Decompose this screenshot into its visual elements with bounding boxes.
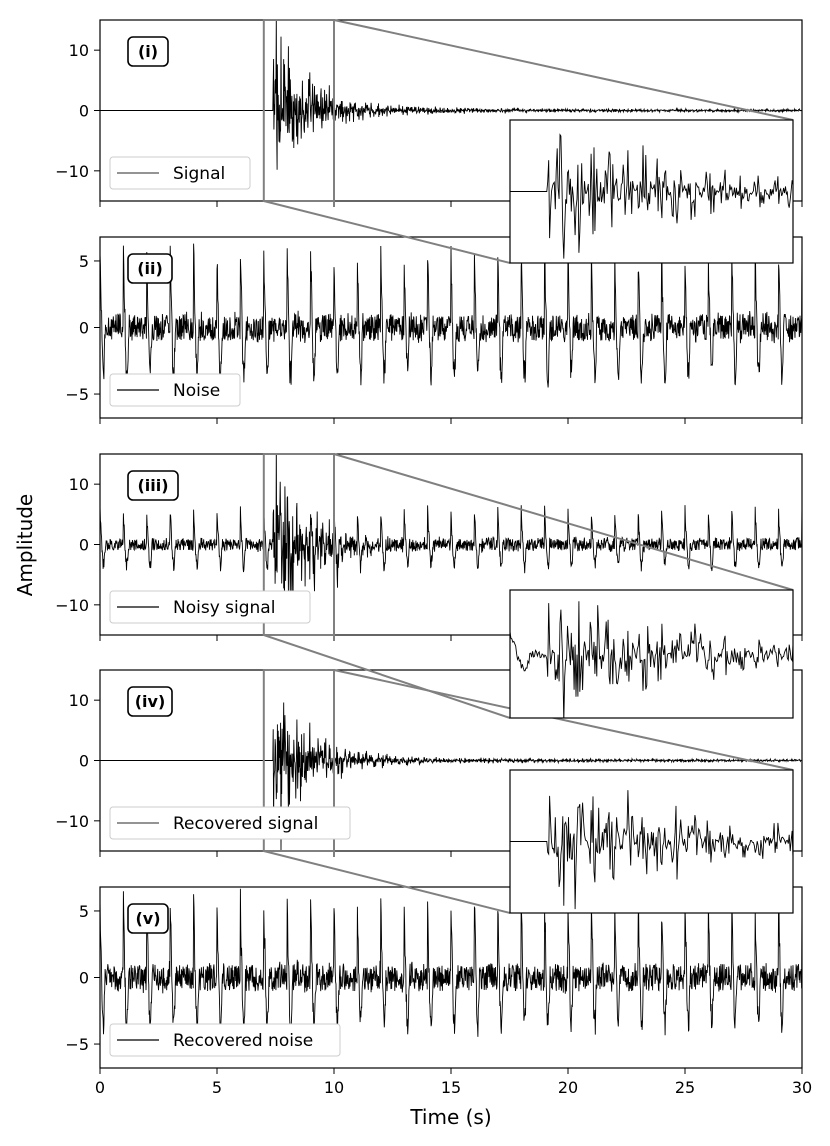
x-tick-label: 0	[95, 1078, 105, 1097]
overlays: (i) Signal (ii) Noise (iii) Noisy signal (iv) R…	[109, 36, 351, 1057]
legend-box	[109, 1023, 341, 1057]
inset-series-line	[510, 133, 793, 259]
y-tick-label: 0	[79, 536, 89, 555]
panel-badge-label: (iii)	[137, 476, 168, 495]
x-tick-label: 20	[558, 1078, 578, 1097]
panel-3-annotations: (iii) Noisy signal	[109, 470, 311, 624]
inset-frame	[509, 589, 794, 719]
zoom-window	[262, 669, 335, 852]
legend-box	[109, 806, 351, 840]
inset-frame	[509, 769, 794, 914]
axis-labels: Time (s) Amplitude	[13, 494, 492, 1129]
inset-background	[510, 120, 793, 263]
y-tick-label: −10	[55, 162, 89, 181]
x-tick-label: 5	[212, 1078, 222, 1097]
y-tick-label: −5	[65, 385, 89, 404]
y-tick-label: −10	[55, 812, 89, 831]
panel-badge	[127, 470, 179, 501]
panel-2-annotations: (ii) Noise	[109, 253, 241, 407]
y-tick-label: 0	[79, 319, 89, 338]
inset-frame	[509, 119, 794, 264]
inset-background	[510, 770, 793, 913]
series-line	[100, 240, 802, 388]
panel-badge	[127, 253, 173, 284]
zoom-connector-top	[333, 19, 794, 121]
panel-badge-label: (iv)	[135, 692, 166, 711]
legend-label: Recovered signal	[173, 814, 318, 834]
panel-1-annotations: (i) Signal	[109, 36, 251, 190]
panel-2: 5 0 −5	[65, 236, 803, 424]
legend-label: Noise	[173, 381, 220, 401]
zoom-connector-bottom	[263, 200, 511, 264]
inset-series-line	[510, 601, 793, 718]
panel-badge-label: (ii)	[137, 259, 163, 278]
panel-4: 10 0 −10	[55, 669, 803, 857]
panel-badge-label: (i)	[138, 42, 158, 61]
y-tick-label: 5	[79, 252, 89, 271]
zoom-connector-bottom	[263, 850, 511, 914]
y-tick-label: −5	[65, 1035, 89, 1054]
panel-5-annotations: (v) Recovered noise	[109, 903, 341, 1057]
zoom-window	[262, 19, 335, 202]
panel-5: 5 0 −5 0 5 10 15 20 25 30	[65, 886, 812, 1097]
x-tick-label: 15	[441, 1078, 461, 1097]
y-tick-label: −10	[55, 596, 89, 615]
panel-4-annotations: (iv) Recovered signal	[109, 686, 351, 840]
y-tick-label: 10	[69, 475, 89, 494]
legend-label: Recovered noise	[173, 1031, 313, 1051]
y-axis-title: Amplitude	[13, 494, 37, 597]
inset-panel-4	[509, 769, 794, 914]
zoom-window	[262, 453, 335, 636]
panel-badge	[127, 36, 169, 67]
zoom-connector-bottom	[263, 634, 511, 719]
panel-3: 10 0 −10	[55, 453, 803, 641]
legend-box	[109, 590, 311, 624]
zoom-connector-top	[333, 669, 794, 771]
legend-box	[109, 156, 251, 190]
x-tick-label: 10	[324, 1078, 344, 1097]
panels: 10 0 −10 5 0 −5 10 0 −10 10 0 −10 5 0 −5 0 5 10 15 20 25 30	[55, 19, 812, 1097]
legend-label: Noisy signal	[173, 598, 275, 618]
zoom-connector-top	[333, 453, 794, 591]
y-tick-label: 5	[79, 902, 89, 921]
legend-box	[109, 373, 241, 407]
panel-badge	[127, 903, 169, 934]
x-tick-label: 30	[792, 1078, 812, 1097]
y-tick-label: 0	[79, 102, 89, 121]
legend-label: Signal	[173, 164, 225, 184]
x-axis-title: Time (s)	[409, 1105, 491, 1129]
x-tick-label: 25	[675, 1078, 695, 1097]
panel-1: 10 0 −10	[55, 19, 803, 207]
inset-panel-1	[509, 119, 794, 264]
y-tick-label: 10	[69, 691, 89, 710]
inset-series-line	[510, 790, 793, 910]
y-tick-label: 0	[79, 752, 89, 771]
series-line	[100, 454, 802, 612]
insets	[509, 119, 794, 914]
panel-badge	[127, 686, 173, 717]
panel-badge-label: (v)	[135, 909, 160, 928]
y-tick-label: 10	[69, 41, 89, 60]
inset-panel-3	[509, 589, 794, 719]
zoom-connectors	[263, 19, 794, 914]
y-tick-label: 0	[79, 969, 89, 988]
series-line	[100, 702, 802, 851]
series-line	[100, 20, 802, 170]
